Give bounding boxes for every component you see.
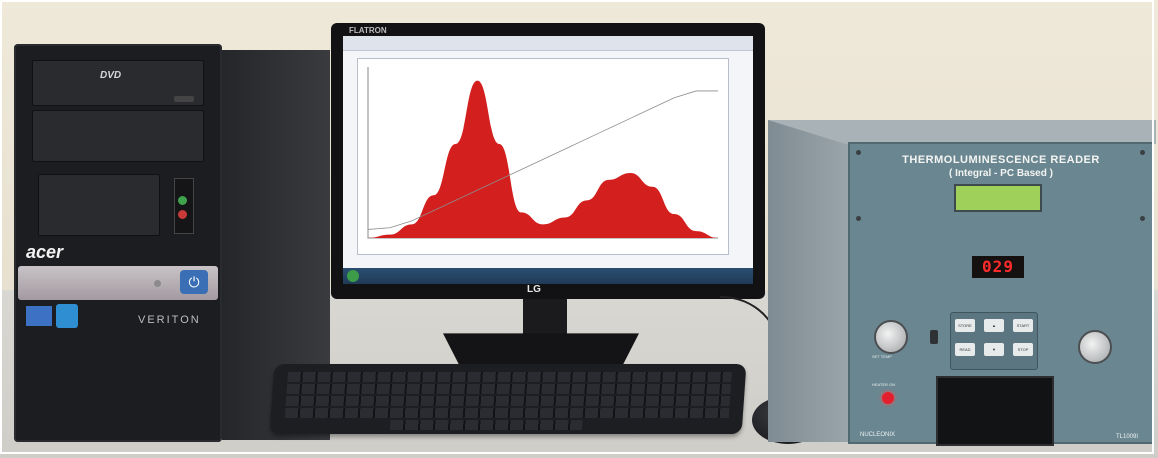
heater-label: HEATER ON [872, 382, 896, 387]
tl-reader: THERMOLUMINESCENCE READER ( Integral - P… [768, 120, 1156, 450]
acer-logo: acer [26, 242, 64, 262]
led-readout: 029 [972, 256, 1024, 278]
reader-title: THERMOLUMINESCENCE READER [902, 154, 1100, 166]
stop-button[interactable]: STOP [1013, 343, 1033, 356]
drive-bay [32, 110, 204, 162]
screw [1140, 216, 1145, 221]
intel-sticker [26, 306, 52, 326]
reader-side-panel [768, 120, 848, 442]
glow-curve-plot [357, 58, 729, 255]
app-toolbar[interactable] [343, 36, 753, 51]
keypad: STORE ▲ START READ ▼ STOP [950, 312, 1038, 370]
sample-drawer[interactable] [936, 376, 1054, 446]
hdd-led-icon [154, 280, 161, 287]
power-button[interactable]: ⏻ [180, 270, 208, 294]
model-label: TL1009I [1116, 434, 1139, 440]
dvd-eject-button[interactable] [174, 96, 194, 102]
model-label: VERITON [138, 314, 201, 326]
set-temp-knob[interactable] [874, 320, 908, 354]
screw [1140, 150, 1145, 155]
manufacturer-label: NUCLEONIX [860, 432, 896, 438]
reader-subtitle: ( Integral - PC Based ) [949, 168, 1053, 179]
read-button[interactable]: READ [955, 343, 975, 356]
start-button[interactable] [347, 270, 359, 282]
glow-curve-svg [367, 67, 718, 239]
toggle-switch[interactable] [930, 330, 938, 344]
pc-tower: DVD acer ⏻ VERITON [14, 44, 330, 442]
monitor-stand-base [443, 333, 639, 364]
up-arrow-button[interactable]: ▲ [984, 319, 1004, 332]
reader-top-panel [768, 120, 1156, 144]
glow-curve-area [368, 80, 718, 238]
usb-ports[interactable] [174, 178, 194, 234]
temperature-line [367, 90, 718, 230]
lg-logo: LG [527, 284, 541, 295]
lcd-display [954, 184, 1042, 212]
windows-sticker [56, 304, 78, 328]
hv-knob[interactable] [1078, 330, 1112, 364]
tower-front-panel: DVD acer ⏻ VERITON [14, 44, 222, 442]
reader-front-panel: THERMOLUMINESCENCE READER ( Integral - P… [848, 142, 1154, 446]
monitor-brand: FLATRON [349, 26, 387, 35]
monitor-screen[interactable] [343, 36, 753, 284]
knob-label: SET TEMP [872, 354, 892, 359]
audio-jack-icon[interactable] [178, 196, 187, 205]
screw [856, 150, 861, 155]
heater-led-icon [882, 392, 894, 404]
dvd-label: DVD [100, 70, 122, 81]
drive-bay [38, 174, 160, 236]
store-button[interactable]: STORE [955, 319, 975, 332]
screw [856, 216, 861, 221]
down-arrow-button[interactable]: ▼ [984, 343, 1004, 356]
start-button[interactable]: START [1013, 319, 1033, 332]
monitor: FLATRON LG [331, 23, 765, 299]
mic-jack-icon[interactable] [178, 210, 187, 219]
taskbar[interactable] [343, 268, 753, 284]
